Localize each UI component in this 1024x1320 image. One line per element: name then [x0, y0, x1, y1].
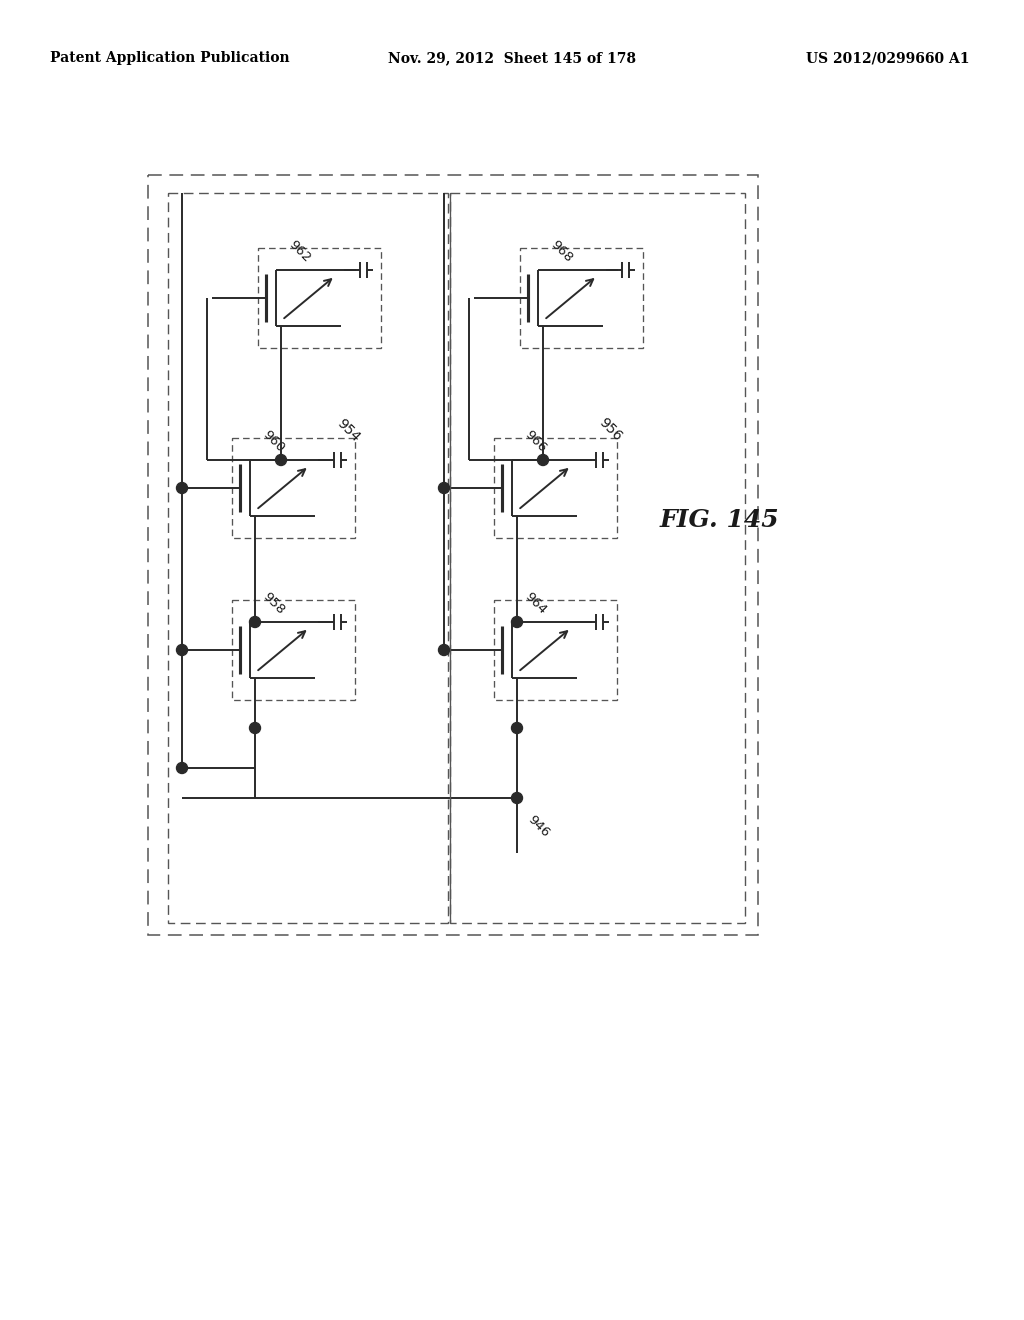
Text: 946: 946	[525, 813, 552, 840]
Text: 958: 958	[260, 590, 288, 616]
Circle shape	[538, 454, 549, 466]
Text: 962: 962	[287, 238, 313, 265]
Circle shape	[438, 644, 450, 656]
Text: 966: 966	[522, 428, 549, 455]
Circle shape	[438, 483, 450, 494]
Circle shape	[512, 792, 522, 804]
Circle shape	[250, 616, 260, 627]
Bar	[258, 248, 381, 348]
Bar	[494, 438, 617, 539]
Text: 964: 964	[522, 590, 549, 616]
Bar	[168, 193, 449, 923]
Text: US 2012/0299660 A1: US 2012/0299660 A1	[807, 51, 970, 65]
Text: Patent Application Publication: Patent Application Publication	[50, 51, 290, 65]
Circle shape	[512, 616, 522, 627]
Bar	[148, 176, 758, 935]
Bar	[494, 601, 617, 700]
Circle shape	[275, 454, 287, 466]
Bar	[450, 193, 745, 923]
Circle shape	[176, 763, 187, 774]
Text: 954: 954	[334, 416, 362, 445]
Circle shape	[250, 722, 260, 734]
Text: Nov. 29, 2012  Sheet 145 of 178: Nov. 29, 2012 Sheet 145 of 178	[388, 51, 636, 65]
Text: 968: 968	[548, 238, 575, 265]
Bar	[232, 601, 355, 700]
Bar	[520, 248, 643, 348]
Text: FIG. 145: FIG. 145	[660, 508, 779, 532]
Circle shape	[176, 483, 187, 494]
Circle shape	[512, 722, 522, 734]
Text: 956: 956	[596, 416, 625, 445]
Bar	[232, 438, 355, 539]
Text: 960: 960	[260, 428, 287, 455]
Circle shape	[176, 644, 187, 656]
